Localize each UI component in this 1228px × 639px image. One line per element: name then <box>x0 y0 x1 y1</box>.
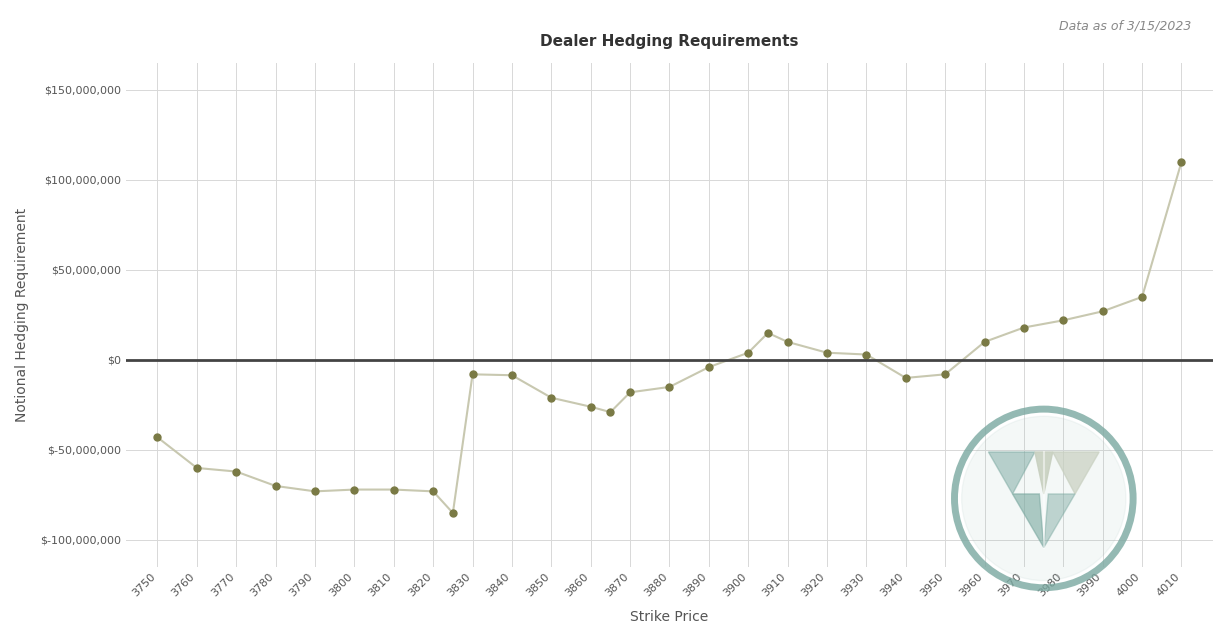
Point <box>424 486 443 497</box>
Polygon shape <box>989 452 1035 494</box>
Point <box>1132 292 1152 302</box>
Point <box>1014 323 1034 333</box>
Point <box>817 348 836 358</box>
Point <box>226 466 246 477</box>
Point <box>542 392 561 403</box>
Point <box>345 484 365 495</box>
Point <box>738 348 758 358</box>
Point <box>975 337 995 347</box>
Point <box>581 402 600 412</box>
Point <box>147 432 167 442</box>
Point <box>443 508 463 518</box>
Polygon shape <box>1013 494 1044 548</box>
Point <box>265 481 285 491</box>
Point <box>1093 306 1113 316</box>
Polygon shape <box>1044 494 1074 548</box>
Point <box>600 407 620 417</box>
Point <box>659 382 679 392</box>
Point <box>777 337 797 347</box>
Point <box>384 484 404 495</box>
Point <box>463 369 483 380</box>
Point <box>699 362 718 373</box>
Title: Dealer Hedging Requirements: Dealer Hedging Requirements <box>540 34 798 49</box>
Point <box>187 463 206 473</box>
Polygon shape <box>1052 452 1099 494</box>
Point <box>1054 315 1073 325</box>
Point <box>620 387 640 397</box>
X-axis label: Strike Price: Strike Price <box>630 610 709 624</box>
Circle shape <box>962 416 1126 581</box>
Point <box>857 350 877 360</box>
Point <box>502 370 522 380</box>
Point <box>936 369 955 380</box>
Point <box>758 328 777 338</box>
Point <box>896 373 916 383</box>
Text: Data as of 3/15/2023: Data as of 3/15/2023 <box>1059 19 1191 32</box>
Point <box>1172 157 1191 167</box>
Polygon shape <box>1035 452 1052 494</box>
Point <box>306 486 325 497</box>
Y-axis label: Notional Hedging Requirement: Notional Hedging Requirement <box>15 208 29 422</box>
